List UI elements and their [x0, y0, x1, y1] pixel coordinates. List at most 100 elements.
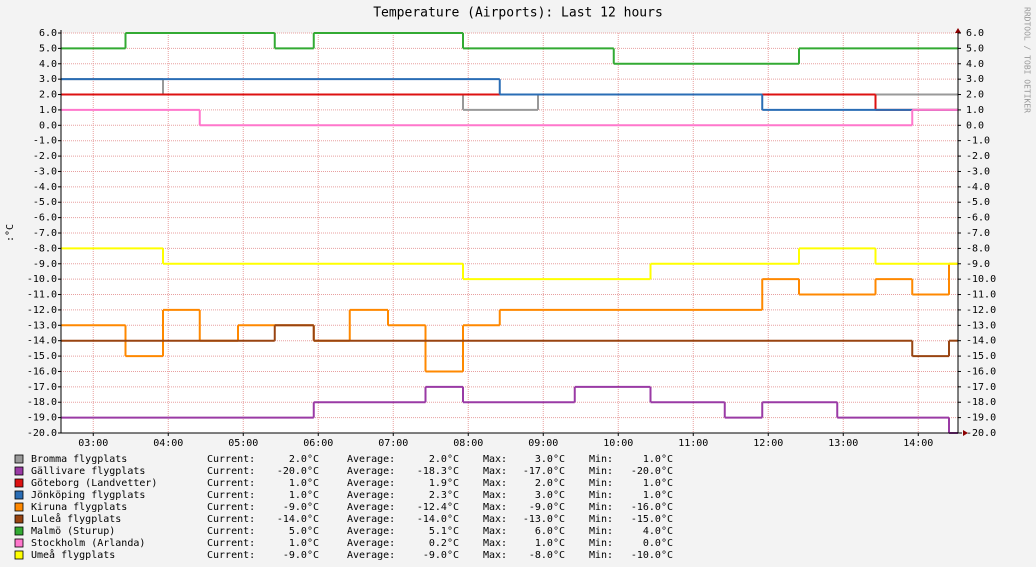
y2-tick-label: 1.0: [966, 105, 984, 116]
legend-swatch: [14, 538, 24, 548]
legend-stat-value: 2.0°C: [289, 454, 319, 465]
legend-stat-value: 1.0°C: [535, 538, 565, 549]
legend-stat-value: -20.0°C: [631, 466, 673, 477]
y2-tick-label: -13.0: [966, 320, 996, 331]
y2-tick-label: -3.0: [966, 166, 990, 177]
legend-stat-label: Max:: [483, 454, 507, 465]
legend-stat-label: Current:: [207, 550, 255, 561]
legend-stat-label: Min:: [589, 514, 613, 525]
legend-stat-value: -17.0°C: [523, 466, 565, 477]
legend-stat-label: Max:: [483, 502, 507, 513]
legend-swatch: [14, 478, 24, 488]
x-tick-label: 12:00: [753, 438, 783, 449]
legend-swatch: [14, 490, 24, 500]
legend-stat-label: Average:: [347, 502, 395, 513]
legend-stat-value: -14.0°C: [417, 514, 459, 525]
y-tick-label: -12.0: [27, 305, 57, 316]
y2-tick-label: -5.0: [966, 197, 990, 208]
x-tick-label: 09:00: [528, 438, 558, 449]
legend-stat-value: 1.0°C: [643, 490, 673, 501]
legend-stat-label: Average:: [347, 550, 395, 561]
watermark: RRDTOOL / TOBI OETIKER: [1023, 7, 1032, 113]
y-tick-label: -14.0: [27, 336, 57, 347]
y2-tick-label: 6.0: [966, 28, 984, 39]
legend-stat-value: -15.0°C: [631, 514, 673, 525]
x-tick-label: 06:00: [303, 438, 333, 449]
legend-stat-label: Min:: [589, 538, 613, 549]
y2-tick-label: -1.0: [966, 136, 990, 147]
legend-swatch: [14, 526, 24, 536]
legend-stat-label: Average:: [347, 466, 395, 477]
legend-stat-label: Average:: [347, 478, 395, 489]
x-tick-label: 04:00: [153, 438, 183, 449]
legend-stat-value: 3.0°C: [535, 454, 565, 465]
legend-stat-value: -20.0°C: [277, 466, 319, 477]
legend-stat-value: 0.2°C: [429, 538, 459, 549]
y-tick-label: -10.0: [27, 274, 57, 285]
legend-stat-value: 4.0°C: [643, 526, 673, 537]
y-tick-label: 5.0: [39, 43, 57, 54]
y2-tick-label: -20.0: [966, 428, 996, 439]
y2-tick-label: -2.0: [966, 151, 990, 162]
y-tick-label: -6.0: [33, 213, 57, 224]
legend-stat-value: 5.0°C: [289, 526, 319, 537]
y-tick-label: -9.0: [33, 259, 57, 270]
axis-arrow: [955, 28, 961, 33]
legend-stat-value: -9.0°C: [283, 550, 319, 561]
legend-stat-label: Max:: [483, 490, 507, 501]
legend-label: Stockholm (Arlanda): [31, 538, 145, 549]
chart-title: Temperature (Airports): Last 12 hours: [373, 6, 663, 21]
legend-stat-label: Min:: [589, 502, 613, 513]
legend-swatch: [14, 466, 24, 476]
legend-stat-value: 1.0°C: [643, 478, 673, 489]
legend-stat-value: 1.0°C: [289, 490, 319, 501]
legend-stat-label: Max:: [483, 538, 507, 549]
legend-stat-label: Current:: [207, 490, 255, 501]
legend: Bromma flygplats Current: 2.0°C Average: 2.0…: [14, 454, 673, 561]
legend-stat-value: -18.3°C: [417, 466, 459, 477]
y2-tick-label: -19.0: [966, 413, 996, 424]
legend-stat-label: Min:: [589, 466, 613, 477]
legend-swatch: [14, 502, 24, 512]
y-tick-label: -7.0: [33, 228, 57, 239]
legend-stat-label: Average:: [347, 514, 395, 525]
y2-tick-label: -10.0: [966, 274, 996, 285]
y-tick-label: 3.0: [39, 74, 57, 85]
legend-stat-value: 6.0°C: [535, 526, 565, 537]
legend-stat-label: Average:: [347, 490, 395, 501]
legend-stat-label: Max:: [483, 478, 507, 489]
legend-stat-label: Current:: [207, 502, 255, 513]
legend-stat-label: Min:: [589, 478, 613, 489]
y2-tick-label: 4.0: [966, 59, 984, 70]
legend-stat-value: 2.3°C: [429, 490, 459, 501]
y-tick-label: -17.0: [27, 382, 57, 393]
legend-stat-value: 0.0°C: [643, 538, 673, 549]
legend-stat-label: Max:: [483, 526, 507, 537]
y-tick-label: -5.0: [33, 197, 57, 208]
legend-stat-value: 1.0°C: [289, 478, 319, 489]
legend-label: Kiruna flygplats: [31, 502, 127, 513]
legend-label: Malmö (Sturup): [31, 526, 115, 537]
legend-stat-label: Max:: [483, 466, 507, 477]
axis-arrow: [963, 430, 968, 436]
y-axis-label: :°C: [5, 224, 16, 242]
legend-stat-value: 1.0°C: [289, 538, 319, 549]
y2-tick-label: 5.0: [966, 43, 984, 54]
legend-stat-value: -14.0°C: [277, 514, 319, 525]
y2-tick-label: -14.0: [966, 336, 996, 347]
y2-tick-label: -6.0: [966, 213, 990, 224]
legend-label: Gällivare flygplats: [31, 466, 145, 477]
y-tick-label: -11.0: [27, 290, 57, 301]
series-lines: [61, 32, 958, 434]
y-tick-label: -13.0: [27, 320, 57, 331]
y-tick-label: -20.0: [27, 428, 57, 439]
legend-stat-value: -10.0°C: [631, 550, 673, 561]
legend-stat-label: Current:: [207, 514, 255, 525]
legend-swatch: [14, 550, 24, 560]
y2-tick-label: -15.0: [966, 351, 996, 362]
y2-tick-label: -17.0: [966, 382, 996, 393]
legend-stat-label: Max:: [483, 550, 507, 561]
y-tick-label: -4.0: [33, 182, 57, 193]
x-tick-label: 11:00: [678, 438, 708, 449]
